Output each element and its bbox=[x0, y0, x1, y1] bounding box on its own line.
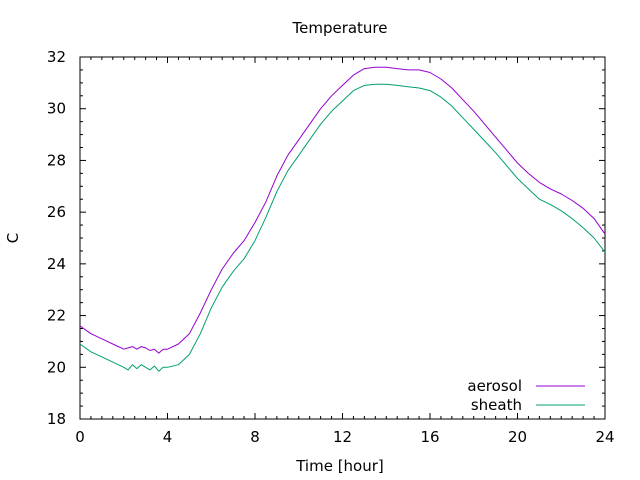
legend-label-aerosol: aerosol bbox=[467, 377, 522, 395]
x-tick-label: 16 bbox=[420, 428, 439, 446]
y-axis-label: C bbox=[4, 233, 22, 243]
y-tick-label: 26 bbox=[47, 203, 66, 221]
y-tick-label: 30 bbox=[47, 100, 66, 118]
x-tick-label: 0 bbox=[75, 428, 85, 446]
axis-ticks: 0 4 8 12 16 20 24 18 20 22 24 26 28 30 32 bbox=[47, 48, 615, 446]
series-line-sheath bbox=[79, 83, 606, 372]
x-tick-label: 8 bbox=[250, 428, 260, 446]
x-tick-label: 4 bbox=[163, 428, 173, 446]
chart-title: Temperature bbox=[291, 19, 387, 37]
x-axis-label: Time [hour] bbox=[295, 457, 384, 475]
y-tick-label: 18 bbox=[47, 410, 66, 428]
plot-area bbox=[79, 56, 606, 420]
x-tick-label: 20 bbox=[508, 428, 527, 446]
y-tick-label: 20 bbox=[47, 358, 66, 376]
series-layer bbox=[79, 66, 606, 372]
legend-label-sheath: sheath bbox=[471, 396, 522, 414]
y-tick-label: 24 bbox=[47, 255, 66, 273]
series-line-aerosol bbox=[79, 66, 606, 354]
y-tick-label: 22 bbox=[47, 307, 66, 325]
y-tick-label: 28 bbox=[47, 151, 66, 169]
x-tick-label: 24 bbox=[595, 428, 614, 446]
y-tick-label: 32 bbox=[47, 48, 66, 66]
x-tick-label: 12 bbox=[333, 428, 352, 446]
